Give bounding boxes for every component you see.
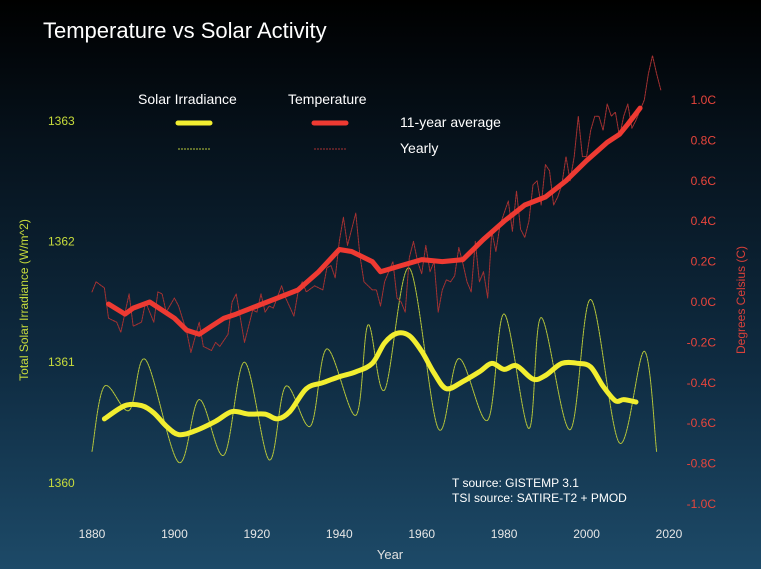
right-tick-label: -1.0C: [687, 497, 717, 511]
y-axis-left-label: Total Solar Irradiance (W/m^2): [17, 219, 31, 381]
right-tick-label: -0.2C: [687, 335, 717, 349]
x-tick-label: 1880: [79, 527, 106, 541]
right-tick-label: 0.0C: [691, 295, 717, 309]
left-tick-label: 1362: [48, 235, 75, 249]
right-tick-label: -0.6C: [687, 416, 717, 430]
legend-avg-label: 11-year average: [400, 114, 501, 130]
right-tick-label: -0.4C: [687, 376, 717, 390]
legend-solar-header: Solar Irradiance: [138, 91, 237, 107]
x-tick-label: 1920: [244, 527, 271, 541]
x-tick-label: 1980: [491, 527, 518, 541]
temperature-yearly-line: [91, 55, 662, 353]
right-tick-label: 0.6C: [691, 174, 717, 188]
left-tick-label: 1361: [48, 355, 75, 369]
right-tick-label: -0.8C: [687, 457, 717, 471]
legend-temperature-header: Temperature: [288, 91, 367, 107]
right-tick-label: 1.0C: [691, 93, 717, 107]
solar-11yr-line: [101, 330, 639, 438]
right-tick-label: 0.8C: [691, 133, 717, 147]
x-tick-label: 1940: [326, 527, 353, 541]
annotation-tsi-source: TSI source: SATIRE-T2 + PMOD: [452, 491, 627, 505]
annotation-t-source: T source: GISTEMP 3.1: [452, 476, 579, 490]
x-tick-label: 2000: [573, 527, 600, 541]
legend-yearly-label: Yearly: [400, 140, 438, 156]
y-axis-right-label: Degrees Celsius (C): [734, 246, 748, 354]
x-tick-label: 1960: [408, 527, 435, 541]
solar-yearly-line: [91, 267, 658, 463]
left-tick-label: 1360: [48, 476, 75, 490]
x-axis-label: Year: [377, 547, 404, 562]
x-tick-label: 1900: [161, 527, 188, 541]
temperature-11yr-line: [106, 105, 643, 337]
chart-title: Temperature vs Solar Activity: [43, 18, 327, 43]
x-tick-label: 2020: [656, 527, 683, 541]
right-tick-label: 0.4C: [691, 214, 717, 228]
legend: Solar Irradiance Temperature 11-year ave…: [138, 91, 501, 156]
left-tick-label: 1363: [48, 114, 75, 128]
right-tick-label: 0.2C: [691, 255, 717, 269]
